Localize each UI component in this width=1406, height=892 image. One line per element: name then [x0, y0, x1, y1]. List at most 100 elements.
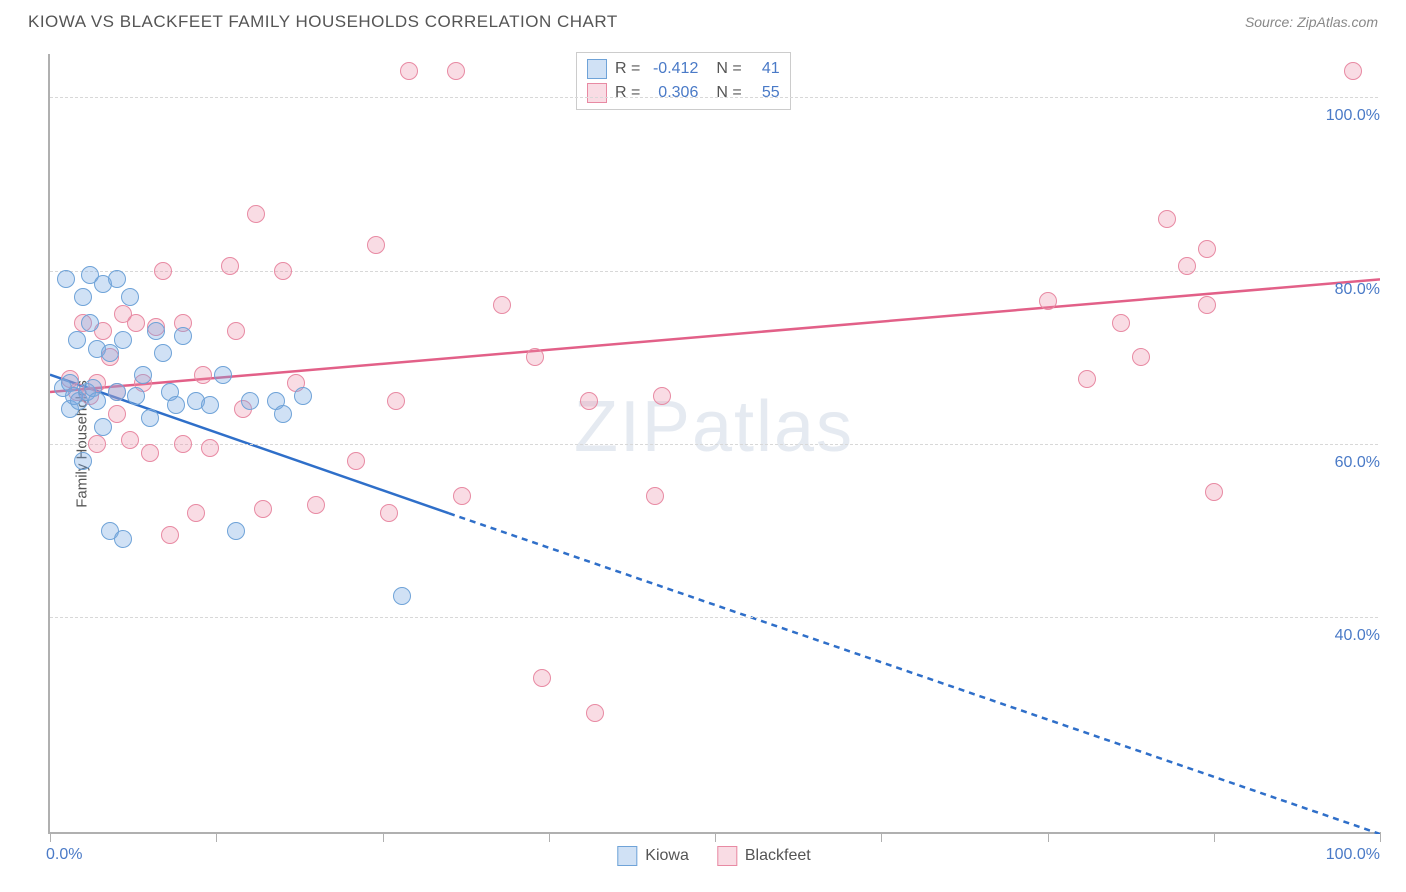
- data-point: [114, 530, 132, 548]
- data-point: [393, 587, 411, 605]
- data-point: [108, 383, 126, 401]
- stat-r-value-0: -0.412: [648, 60, 698, 78]
- chart-header: KIOWA VS BLACKFEET FAMILY HOUSEHOLDS COR…: [0, 0, 1406, 40]
- y-tick-label: 60.0%: [1335, 454, 1380, 472]
- x-tick: [715, 832, 716, 842]
- data-point: [653, 387, 671, 405]
- data-point: [147, 322, 165, 340]
- trendline: [449, 513, 1380, 834]
- trendline: [50, 279, 1380, 392]
- x-tick: [881, 832, 882, 842]
- x-tick: [383, 832, 384, 842]
- data-point: [74, 288, 92, 306]
- y-tick-label: 100.0%: [1326, 107, 1380, 125]
- data-point: [1205, 483, 1223, 501]
- data-point: [154, 262, 172, 280]
- x-tick-label-start: 0.0%: [46, 846, 82, 864]
- legend-label-0: Kiowa: [645, 847, 689, 865]
- data-point: [74, 452, 92, 470]
- data-point: [1078, 370, 1096, 388]
- data-point: [227, 522, 245, 540]
- data-point: [586, 704, 604, 722]
- stat-r-label-0: R =: [615, 60, 640, 78]
- data-point: [154, 344, 172, 362]
- x-tick: [50, 832, 51, 842]
- data-point: [121, 431, 139, 449]
- x-tick: [1214, 832, 1215, 842]
- gridline: [50, 617, 1378, 618]
- data-point: [447, 62, 465, 80]
- x-tick: [549, 832, 550, 842]
- data-point: [1344, 62, 1362, 80]
- x-tick: [216, 832, 217, 842]
- stat-r-label-1: R =: [615, 84, 640, 102]
- data-point: [241, 392, 259, 410]
- gridline: [50, 444, 1378, 445]
- data-point: [254, 500, 272, 518]
- data-point: [94, 418, 112, 436]
- data-point: [347, 452, 365, 470]
- data-point: [533, 669, 551, 687]
- data-point: [141, 444, 159, 462]
- watermark-part2: atlas: [692, 387, 854, 467]
- stat-row-0: R = -0.412 N = 41: [587, 57, 780, 81]
- y-tick-label: 80.0%: [1335, 281, 1380, 299]
- data-point: [108, 405, 126, 423]
- legend-item-0: Kiowa: [617, 846, 689, 866]
- chart-container: Family Households ZIPatlas R = -0.412 N …: [48, 54, 1378, 834]
- stat-n-value-0: 41: [750, 60, 780, 78]
- data-point: [201, 396, 219, 414]
- data-point: [221, 257, 239, 275]
- data-point: [57, 270, 75, 288]
- data-point: [174, 435, 192, 453]
- stat-swatch-0: [587, 59, 607, 79]
- data-point: [227, 322, 245, 340]
- stat-n-value-1: 55: [750, 84, 780, 102]
- stat-r-value-1: 0.306: [648, 84, 698, 102]
- stat-legend: R = -0.412 N = 41 R = 0.306 N = 55: [576, 52, 791, 110]
- data-point: [294, 387, 312, 405]
- x-tick-label-end: 100.0%: [1326, 846, 1380, 864]
- data-point: [1132, 348, 1150, 366]
- data-point: [247, 205, 265, 223]
- data-point: [1198, 296, 1216, 314]
- data-point: [367, 236, 385, 254]
- data-point: [127, 387, 145, 405]
- data-point: [167, 396, 185, 414]
- data-point: [141, 409, 159, 427]
- legend-swatch-1: [717, 846, 737, 866]
- data-point: [127, 314, 145, 332]
- x-tick: [1380, 832, 1381, 842]
- data-point: [88, 435, 106, 453]
- data-point: [108, 270, 126, 288]
- data-point: [307, 496, 325, 514]
- data-point: [121, 288, 139, 306]
- data-point: [387, 392, 405, 410]
- stat-row-1: R = 0.306 N = 55: [587, 81, 780, 105]
- legend-item-1: Blackfeet: [717, 846, 811, 866]
- data-point: [1158, 210, 1176, 228]
- source-label: Source: ZipAtlas.com: [1245, 14, 1378, 30]
- data-point: [380, 504, 398, 522]
- legend-swatch-0: [617, 846, 637, 866]
- data-point: [194, 366, 212, 384]
- stat-n-label-1: N =: [716, 84, 741, 102]
- data-point: [68, 331, 86, 349]
- bottom-legend: Kiowa Blackfeet: [617, 846, 810, 866]
- watermark: ZIPatlas: [574, 386, 854, 468]
- data-point: [174, 327, 192, 345]
- data-point: [187, 504, 205, 522]
- data-point: [400, 62, 418, 80]
- data-point: [88, 392, 106, 410]
- data-point: [161, 526, 179, 544]
- data-point: [493, 296, 511, 314]
- data-point: [453, 487, 471, 505]
- plot-area: ZIPatlas R = -0.412 N = 41 R = 0.306 N =…: [48, 54, 1378, 834]
- data-point: [274, 262, 292, 280]
- data-point: [580, 392, 598, 410]
- data-point: [81, 314, 99, 332]
- data-point: [274, 405, 292, 423]
- data-point: [1178, 257, 1196, 275]
- legend-label-1: Blackfeet: [745, 847, 811, 865]
- data-point: [646, 487, 664, 505]
